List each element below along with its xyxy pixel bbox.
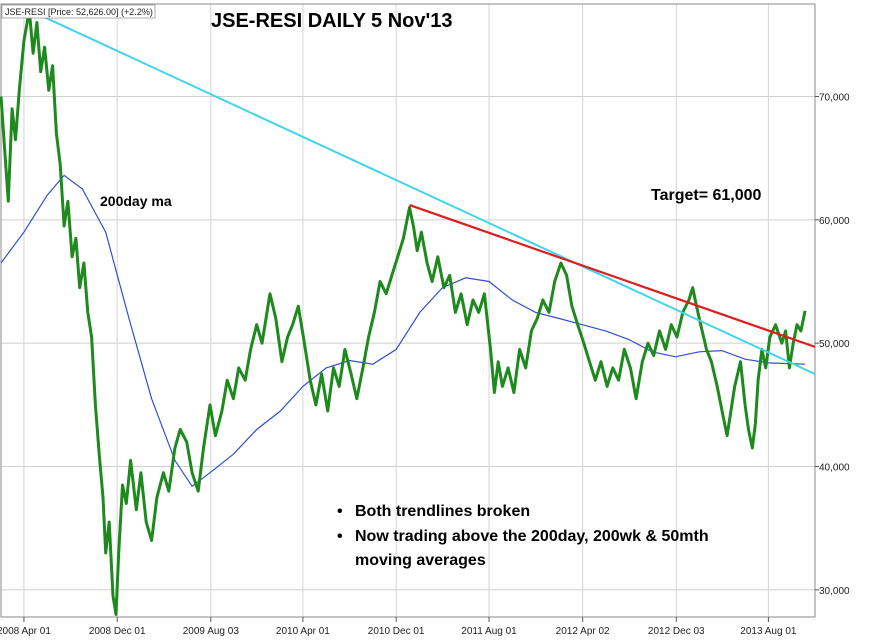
y-tick-label: 70,000 bbox=[819, 93, 850, 104]
x-tick-label: 2011 Aug 01 bbox=[461, 626, 517, 637]
x-tick-label: 2013 Aug 01 bbox=[740, 626, 797, 637]
x-tick-label: 2012 Dec 03 bbox=[648, 626, 705, 637]
x-tick-label: 2008 Apr 01 bbox=[0, 626, 51, 637]
price-line bbox=[0, 8, 807, 616]
chart-title: JSE-RESI DAILY 5 Nov'13 bbox=[211, 10, 453, 32]
x-tick-label: 2012 Apr 02 bbox=[556, 626, 610, 637]
x-tick-label: 2010 Dec 01 bbox=[368, 626, 425, 637]
x-tick-label: 2009 Aug 03 bbox=[183, 626, 240, 637]
bullet-marker: • bbox=[337, 528, 343, 545]
y-tick-label: 30,000 bbox=[819, 586, 850, 597]
x-tick-label: 2010 Apr 01 bbox=[276, 626, 330, 637]
commentary-line-2: Now trading above the 200day, 200wk & 50… bbox=[355, 528, 709, 545]
y-tick-label: 60,000 bbox=[819, 216, 850, 227]
short-term-trendline bbox=[409, 204, 816, 348]
ma-label: 200day ma bbox=[100, 193, 172, 209]
gridlines bbox=[1, 4, 815, 617]
x-axis: 2008 Apr 01 2008 Dec 01 2009 Aug 03 2010 Ap… bbox=[0, 617, 797, 637]
legend: JSE-RESI [Price: 52,626.00] (+2.2%) bbox=[1, 4, 156, 19]
commentary: • Both trendlines broken • Now trading a… bbox=[337, 503, 709, 569]
target-annotation: Target= 61,000 bbox=[651, 187, 762, 204]
long-term-trendline bbox=[28, 9, 816, 375]
moving-average-line bbox=[0, 174, 806, 488]
plot-frame bbox=[0, 3, 816, 618]
legend-label: JSE-RESI [Price: 52,626.00] (+2.2%) bbox=[5, 7, 153, 17]
moving-average-series bbox=[0, 174, 806, 488]
bullet-marker: • bbox=[337, 503, 343, 520]
commentary-line-3: moving averages bbox=[355, 552, 486, 569]
y-axis: 30,000 40,000 50,000 60,000 70,000 bbox=[815, 93, 850, 597]
trendlines bbox=[28, 9, 816, 375]
price-series bbox=[0, 8, 807, 616]
legend-box bbox=[1, 4, 156, 19]
x-tick-label: 2008 Dec 01 bbox=[89, 626, 146, 637]
commentary-line-1: Both trendlines broken bbox=[355, 503, 530, 520]
y-tick-label: 50,000 bbox=[819, 339, 850, 350]
y-tick-label: 40,000 bbox=[819, 463, 850, 474]
